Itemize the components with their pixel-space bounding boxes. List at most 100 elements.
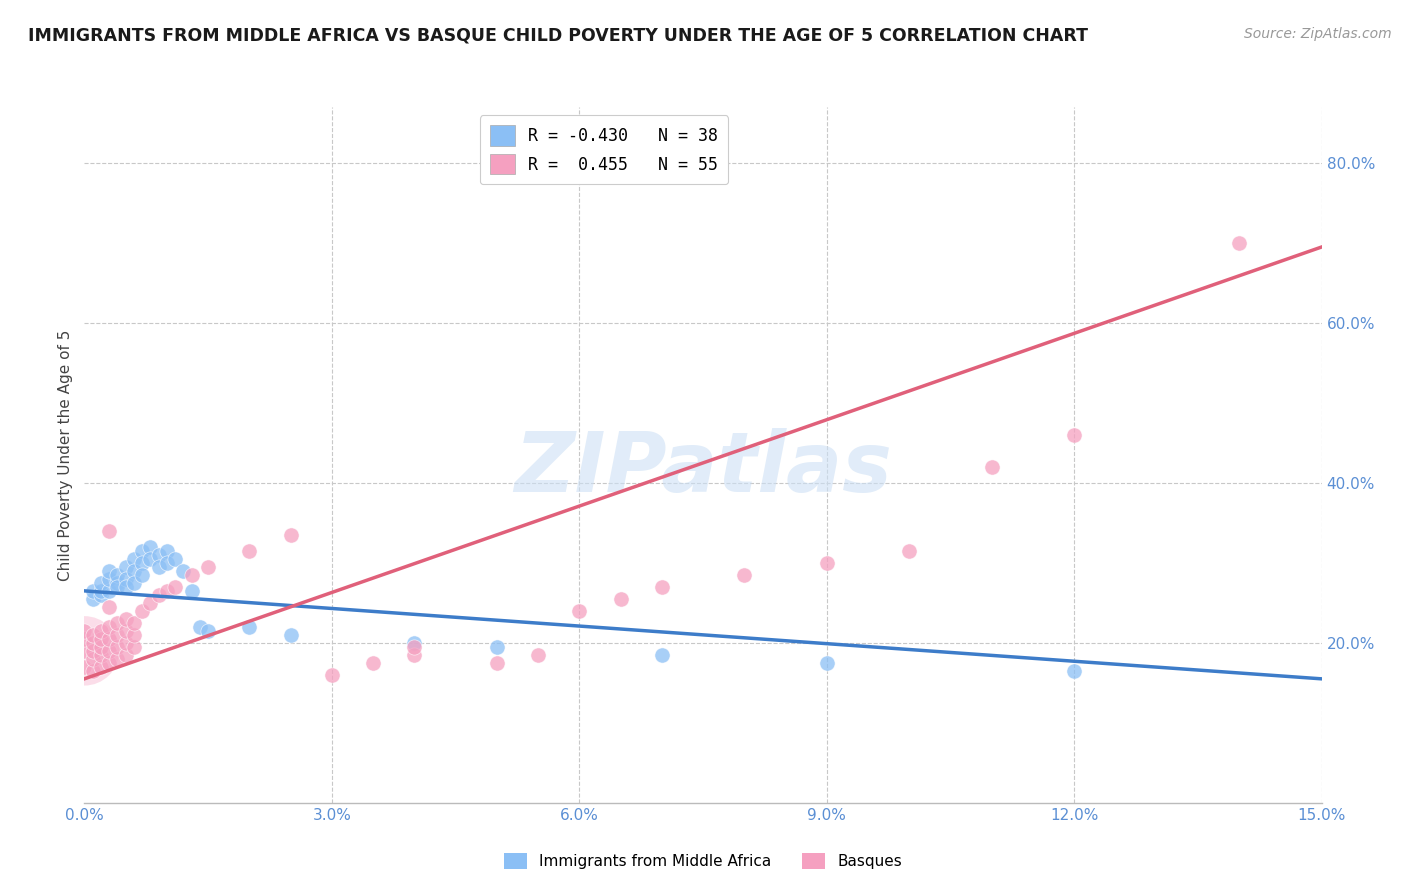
Point	[156, 544, 179, 558]
Point	[73, 660, 96, 674]
Point	[122, 552, 145, 566]
Text: Source: ZipAtlas.com: Source: ZipAtlas.com	[1244, 27, 1392, 41]
Point	[105, 580, 128, 594]
Point	[98, 644, 121, 658]
Point	[156, 583, 179, 598]
Point	[98, 583, 121, 598]
Point	[280, 528, 302, 542]
Point	[82, 583, 104, 598]
Point	[156, 556, 179, 570]
Point	[733, 567, 755, 582]
Point	[148, 560, 170, 574]
Point	[73, 632, 96, 646]
Point	[404, 648, 426, 662]
Point	[404, 636, 426, 650]
Point	[73, 644, 96, 658]
Point	[122, 640, 145, 654]
Point	[105, 567, 128, 582]
Point	[105, 628, 128, 642]
Point	[114, 572, 136, 586]
Point	[815, 556, 838, 570]
Point	[180, 583, 202, 598]
Legend: Immigrants from Middle Africa, Basques: Immigrants from Middle Africa, Basques	[498, 847, 908, 875]
Point	[98, 572, 121, 586]
Point	[122, 628, 145, 642]
Point	[238, 620, 260, 634]
Point	[82, 652, 104, 666]
Point	[197, 624, 219, 638]
Point	[180, 567, 202, 582]
Point	[122, 615, 145, 630]
Point	[98, 524, 121, 538]
Point	[1063, 664, 1085, 678]
Point	[165, 580, 187, 594]
Y-axis label: Child Poverty Under the Age of 5: Child Poverty Under the Age of 5	[58, 329, 73, 581]
Point	[139, 596, 162, 610]
Point	[609, 591, 631, 606]
Point	[980, 459, 1002, 474]
Point	[131, 604, 153, 618]
Point	[114, 636, 136, 650]
Point	[527, 648, 550, 662]
Point	[73, 644, 96, 658]
Point	[114, 648, 136, 662]
Point	[90, 648, 112, 662]
Point	[122, 564, 145, 578]
Point	[114, 612, 136, 626]
Point	[122, 575, 145, 590]
Point	[82, 591, 104, 606]
Text: ZIPatlas: ZIPatlas	[515, 428, 891, 509]
Point	[404, 640, 426, 654]
Point	[197, 560, 219, 574]
Point	[90, 588, 112, 602]
Point	[82, 628, 104, 642]
Point	[90, 660, 112, 674]
Point	[148, 588, 170, 602]
Point	[238, 544, 260, 558]
Point	[651, 648, 673, 662]
Point	[131, 544, 153, 558]
Point	[114, 624, 136, 638]
Point	[90, 640, 112, 654]
Point	[148, 548, 170, 562]
Point	[131, 567, 153, 582]
Point	[114, 580, 136, 594]
Point	[105, 640, 128, 654]
Point	[131, 556, 153, 570]
Legend: R = -0.430   N = 38, R =  0.455   N = 55: R = -0.430 N = 38, R = 0.455 N = 55	[479, 115, 728, 185]
Point	[1063, 428, 1085, 442]
Point	[82, 644, 104, 658]
Point	[361, 656, 384, 670]
Point	[321, 668, 343, 682]
Point	[82, 664, 104, 678]
Point	[568, 604, 591, 618]
Point	[82, 636, 104, 650]
Point	[139, 552, 162, 566]
Point	[90, 624, 112, 638]
Point	[172, 564, 194, 578]
Point	[98, 564, 121, 578]
Point	[105, 615, 128, 630]
Point	[98, 632, 121, 646]
Point	[815, 656, 838, 670]
Point	[485, 640, 508, 654]
Point	[90, 583, 112, 598]
Point	[485, 656, 508, 670]
Point	[98, 599, 121, 614]
Point	[280, 628, 302, 642]
Point	[98, 656, 121, 670]
Point	[90, 632, 112, 646]
Point	[1227, 235, 1250, 250]
Point	[898, 544, 921, 558]
Point	[139, 540, 162, 554]
Point	[90, 575, 112, 590]
Point	[105, 652, 128, 666]
Point	[651, 580, 673, 594]
Point	[73, 624, 96, 638]
Point	[165, 552, 187, 566]
Text: IMMIGRANTS FROM MIDDLE AFRICA VS BASQUE CHILD POVERTY UNDER THE AGE OF 5 CORRELA: IMMIGRANTS FROM MIDDLE AFRICA VS BASQUE …	[28, 27, 1088, 45]
Point	[105, 575, 128, 590]
Point	[188, 620, 211, 634]
Point	[98, 620, 121, 634]
Point	[114, 560, 136, 574]
